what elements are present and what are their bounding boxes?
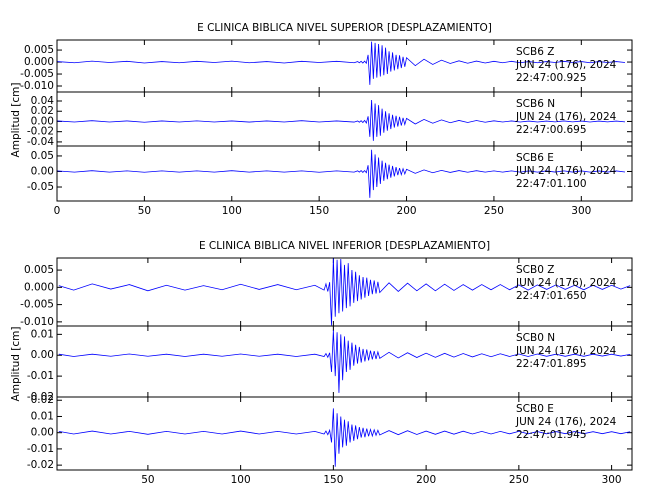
- y-tick-label: -0.02: [27, 391, 54, 403]
- date-label: JUN 24 (176), 2024: [515, 165, 617, 177]
- y-tick-label: 0.01: [31, 410, 54, 422]
- date-label: JUN 24 (176), 2024: [515, 59, 617, 71]
- y-tick-label: -0.005: [20, 68, 54, 80]
- x-tick-label: 250: [484, 205, 504, 217]
- y-tick-label: -0.02: [27, 126, 54, 138]
- station-label: SCB6 E: [516, 152, 554, 164]
- y-tick-label: 0.005: [24, 44, 54, 56]
- date-label: JUN 24 (176), 2024: [515, 416, 617, 428]
- x-tick-label: 50: [141, 474, 154, 486]
- y-tick-label: -0.010: [20, 80, 54, 92]
- date-label: JUN 24 (176), 2024: [515, 111, 617, 123]
- x-tick-label: 200: [416, 474, 436, 486]
- x-tick-label: 300: [571, 205, 591, 217]
- x-tick-label: 0: [54, 205, 61, 217]
- waveform: [58, 330, 631, 393]
- time-label: 22:47:01.945: [516, 429, 587, 441]
- panel-frame: [56, 145, 633, 202]
- y-tick-label: -0.010: [20, 316, 54, 328]
- panel-frame: [56, 396, 633, 471]
- y-tick-label: -0.005: [20, 299, 54, 311]
- y-tick-label: 0.000: [24, 56, 54, 68]
- station-label: SCB6 N: [516, 98, 555, 110]
- time-label: 22:47:01.100: [516, 178, 587, 190]
- y-tick-label: 0.00: [31, 165, 54, 177]
- y-tick-label: 0.01: [31, 328, 54, 340]
- y-tick-label: -0.01: [27, 370, 54, 382]
- x-tick-label: 100: [222, 205, 242, 217]
- time-label: 22:47:01.895: [516, 358, 587, 370]
- chart-title: E CLINICA BIBLICA NIVEL INFERIOR [DESPLA…: [199, 240, 490, 252]
- time-label: 22:47:00.695: [516, 124, 587, 136]
- y-tick-label: -0.01: [27, 443, 54, 455]
- y-tick-label: -0.05: [27, 181, 54, 193]
- y-axis-label: Amplitud [cm]: [10, 83, 22, 158]
- y-tick-label: 0.005: [24, 264, 54, 276]
- waveform: [58, 258, 631, 326]
- y-tick-label: 0.00: [31, 349, 54, 361]
- time-label: 22:47:00.925: [516, 72, 587, 84]
- x-tick-label: 150: [323, 474, 343, 486]
- x-tick-label: 200: [397, 205, 417, 217]
- y-tick-label: 0.02: [31, 394, 54, 406]
- waveform: [57, 99, 626, 141]
- y-tick-label: 0.00: [31, 427, 54, 439]
- x-tick-label: 300: [602, 474, 622, 486]
- waveform: [57, 149, 626, 198]
- station-label: SCB0 E: [516, 403, 554, 415]
- y-tick-label: 0.02: [31, 105, 54, 117]
- date-label: JUN 24 (176), 2024: [515, 277, 617, 289]
- y-tick-label: 0.04: [31, 95, 55, 107]
- x-tick-label: 100: [231, 474, 251, 486]
- waveform: [57, 41, 626, 85]
- y-tick-label: 0.000: [24, 281, 54, 293]
- station-label: SCB0 N: [516, 332, 555, 344]
- waveform: [58, 408, 631, 467]
- y-tick-label: 0.05: [31, 150, 54, 162]
- y-tick-label: -0.04: [27, 136, 54, 148]
- chart-title: E CLINICA BIBLICA NIVEL SUPERIOR [DESPLA…: [197, 22, 492, 34]
- time-label: 22:47:01.650: [516, 290, 587, 302]
- station-label: SCB6 Z: [516, 46, 554, 58]
- x-tick-label: 50: [138, 205, 151, 217]
- x-tick-label: 150: [309, 205, 329, 217]
- x-tick-label: 250: [509, 474, 529, 486]
- y-axis-label: Amplitud [cm]: [10, 327, 22, 402]
- y-tick-label: -0.02: [27, 459, 54, 471]
- station-label: SCB0 Z: [516, 264, 554, 276]
- date-label: JUN 24 (176), 2024: [515, 345, 617, 357]
- y-tick-label: 0.00: [31, 115, 54, 127]
